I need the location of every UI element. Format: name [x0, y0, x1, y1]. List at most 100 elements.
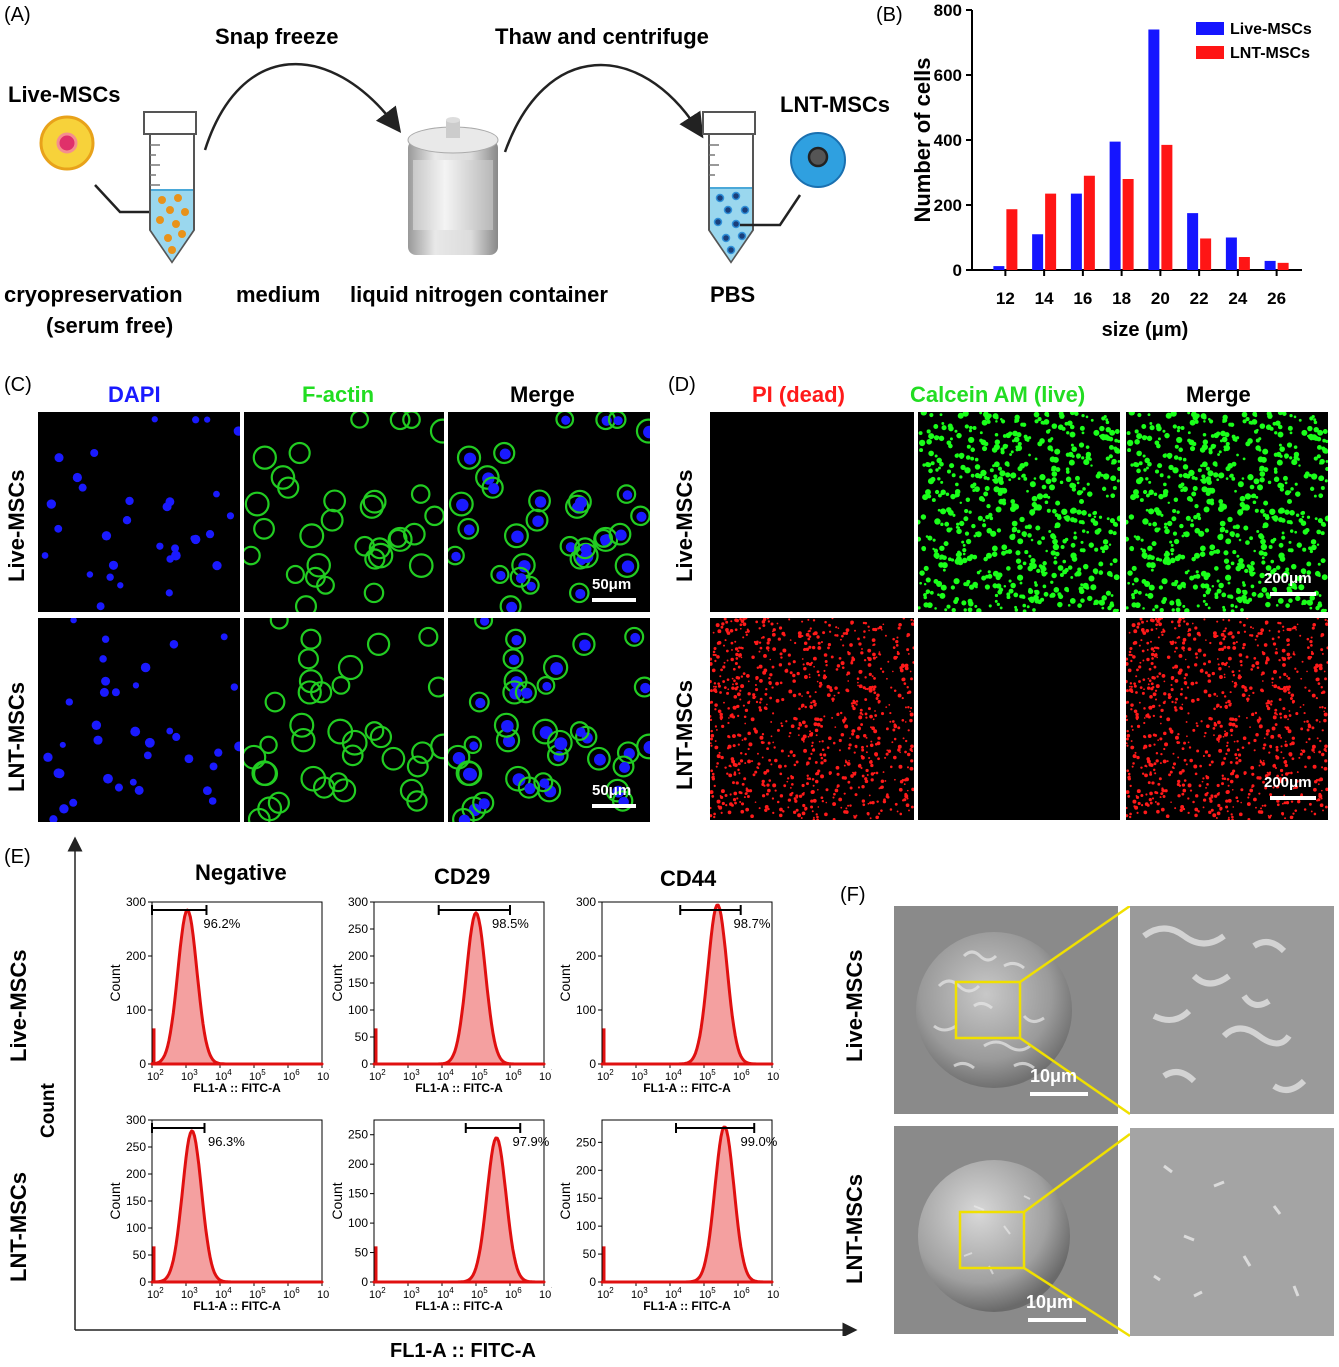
b-x-tick-label: 16 — [1073, 289, 1092, 308]
cell-mark — [1051, 468, 1055, 472]
cell-mark — [1216, 620, 1219, 623]
cell-mark — [1157, 782, 1161, 786]
cell-mark — [738, 655, 741, 658]
cell-mark — [904, 794, 909, 799]
cell-mark — [230, 683, 239, 691]
cell-mark — [795, 808, 799, 812]
cell-mark — [787, 798, 792, 802]
cell-mark — [875, 656, 878, 659]
cell-mark — [1245, 716, 1248, 719]
cell-mark — [1215, 549, 1221, 554]
cell-mark — [1147, 715, 1151, 719]
cell-mark — [1098, 570, 1104, 575]
cell-mark — [906, 634, 909, 638]
cell-mark — [111, 688, 120, 697]
cell-mark — [735, 682, 738, 686]
cell-mark — [810, 799, 814, 803]
cell-mark — [1155, 557, 1160, 562]
cell-mark — [1157, 636, 1160, 639]
e-y-axis-label: Count — [38, 1083, 59, 1138]
cell-mark — [108, 560, 119, 570]
cell-mark — [1243, 525, 1249, 531]
cell-mark — [1274, 723, 1278, 726]
cell-mark — [1001, 419, 1006, 424]
cell-mark — [727, 721, 730, 725]
cell-mark — [889, 711, 892, 715]
cell-mark — [1156, 809, 1160, 814]
cell-mark — [1024, 525, 1029, 529]
cell-mark — [1234, 753, 1238, 757]
cell-mark — [1147, 413, 1151, 417]
cell-mark — [903, 778, 907, 782]
bar-lnt-mscs-18 — [1122, 179, 1134, 270]
cell-mark — [804, 724, 808, 728]
cell-mark — [1180, 805, 1185, 809]
cell-mark — [857, 726, 862, 731]
cell-mark — [171, 544, 179, 553]
cell-mark — [780, 656, 783, 659]
cell-mark — [59, 804, 69, 814]
cell-mark — [808, 757, 812, 760]
cell-mark — [1181, 792, 1185, 796]
cell-mark — [1143, 721, 1146, 725]
hist-y-tick-label: 0 — [589, 1275, 596, 1289]
cell-mark — [1280, 687, 1284, 691]
cell-mark — [1158, 672, 1162, 676]
cell-mark — [1309, 549, 1314, 554]
cell-mark — [717, 629, 722, 634]
cell-mark — [929, 590, 934, 595]
cell-mark — [832, 741, 836, 745]
cell-mark — [1172, 752, 1175, 755]
cell-mark — [1256, 484, 1264, 491]
cell-mark — [983, 491, 989, 497]
cell-mark — [1212, 631, 1217, 636]
cell-mark — [1140, 627, 1145, 632]
cell-mark — [1132, 754, 1137, 759]
cell-mark — [1214, 463, 1218, 467]
cell-mark — [1321, 574, 1328, 581]
legend-label-lnt-mscs: LNT-MSCs — [1230, 45, 1310, 62]
cell-mark — [1282, 629, 1285, 632]
cell-mark — [832, 818, 836, 820]
cell-mark — [946, 469, 952, 474]
cell-mark — [1284, 817, 1286, 820]
cell-mark — [1135, 535, 1141, 541]
cell-mark — [1146, 759, 1151, 764]
cell-mark — [1158, 493, 1164, 500]
cell-mark — [1010, 582, 1016, 589]
cell-mark — [1189, 789, 1193, 792]
cell-mark — [1078, 520, 1083, 524]
cell-mark — [862, 621, 866, 625]
cell-mark — [1227, 818, 1231, 820]
cell-mark — [1190, 681, 1195, 686]
cell-mark — [1131, 765, 1134, 768]
cell-mark — [769, 696, 773, 700]
cell-mark — [747, 680, 750, 683]
cell-mark — [59, 741, 66, 748]
cell-mark — [1142, 735, 1146, 738]
scale-bar-c1 — [592, 598, 636, 602]
cell-mark — [1238, 674, 1241, 678]
cell-mark — [1249, 484, 1255, 490]
hist-y-tick-label: 0 — [361, 1275, 368, 1289]
cell-mark — [994, 432, 999, 437]
cell-mark — [710, 790, 714, 795]
cell-mark — [878, 625, 883, 630]
cell-mark — [1146, 620, 1149, 623]
cell-mark — [1138, 680, 1141, 683]
cell-mark — [901, 696, 904, 700]
cell-mark — [880, 712, 885, 716]
cell-mark — [1182, 637, 1187, 642]
cell-mark — [1172, 666, 1175, 670]
cell-mark — [1298, 756, 1301, 759]
cell-mark — [1144, 773, 1148, 778]
cell-mark — [943, 541, 949, 547]
cell-mark — [1130, 708, 1133, 711]
cell-mark — [1133, 682, 1136, 686]
cell-mark — [985, 515, 990, 520]
cell-mark — [973, 534, 977, 538]
cell-mark — [1229, 728, 1234, 733]
cell-mark — [757, 762, 761, 766]
cell-mark — [1207, 679, 1212, 683]
cell-mark — [954, 495, 958, 498]
